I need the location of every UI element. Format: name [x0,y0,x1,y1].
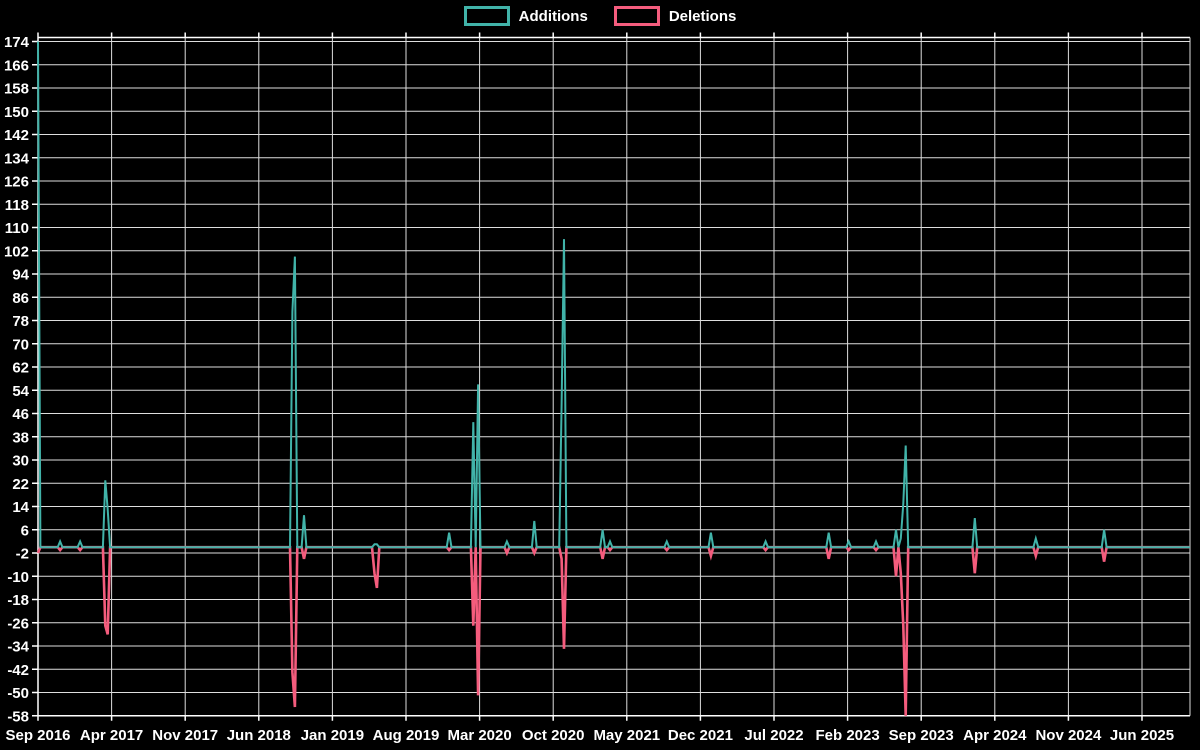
legend-deletions-label: Deletions [668,7,737,25]
y-tick-label: -58 [7,708,29,725]
x-tick-label: Oct 2020 [522,727,585,744]
x-tick-label: Sep 2016 [5,727,70,744]
y-grid-and-labels: 1741661581501421341261181101029486787062… [4,34,1190,725]
x-tick-label: Apr 2017 [80,727,143,744]
y-tick-label: 166 [4,57,29,74]
y-tick-label: -2 [16,546,29,563]
deletions-swatch-icon [613,6,660,26]
x-tick-label: Jun 2018 [227,727,291,744]
x-grid-and-labels: Sep 2016 Apr 2017 Nov 2017 Jun 2018 Jan 2019… [5,32,1174,744]
legend: Additions Deletions [0,6,1200,26]
x-tick-label: Jun 2025 [1110,727,1174,744]
y-tick-label: 38 [12,429,29,446]
y-tick-label: 110 [5,220,29,237]
y-tick-label: 118 [5,197,29,214]
y-tick-label: 22 [12,476,29,493]
x-tick-label: Mar 2020 [447,727,511,744]
y-tick-label: 46 [12,406,29,423]
additions-swatch-icon [463,6,510,26]
x-tick-label: Dec 2021 [668,727,733,744]
y-tick-label: -34 [7,639,29,656]
x-tick-label: Nov 2017 [152,727,218,744]
x-tick-label: Feb 2023 [815,727,879,744]
y-tick-label: 142 [4,127,29,144]
y-tick-label: 134 [4,150,30,167]
y-tick-label: -18 [7,592,29,609]
y-tick-label: -10 [7,569,29,586]
deletions-line [36,545,1190,716]
y-tick-label: 6 [21,522,29,539]
y-tick-label: 102 [4,243,29,260]
y-tick-label: -42 [7,662,29,679]
plot-border [37,36,1191,717]
y-tick-label: 14 [12,499,29,516]
y-tick-label: 54 [12,383,29,400]
x-tick-label: Apr 2024 [963,727,1027,744]
x-tick-label: Jan 2019 [301,727,364,744]
y-tick-label: -26 [7,615,29,632]
x-tick-label: May 2021 [593,727,660,744]
y-tick-label: 86 [12,290,29,307]
x-tick-label: Aug 2019 [373,727,440,744]
y-tick-label: 174 [4,34,30,51]
legend-item-deletions[interactable]: Deletions [613,6,737,26]
y-tick-label: 94 [12,267,29,284]
y-tick-label: 30 [12,453,29,470]
x-tick-label: Jul 2022 [744,727,803,744]
y-tick-label: 70 [12,336,29,353]
y-tick-label: 62 [12,360,29,377]
y-tick-label: -50 [7,685,29,702]
y-tick-label: 158 [4,81,29,98]
legend-item-additions[interactable]: Additions [463,6,588,26]
x-tick-label: Nov 2024 [1035,727,1102,744]
x-tick-label: Sep 2023 [889,727,954,744]
y-tick-label: 150 [4,104,29,121]
additions-line [37,41,1190,549]
y-tick-label: 126 [4,174,29,191]
legend-additions-label: Additions [518,7,588,25]
y-tick-label: 78 [12,313,29,330]
